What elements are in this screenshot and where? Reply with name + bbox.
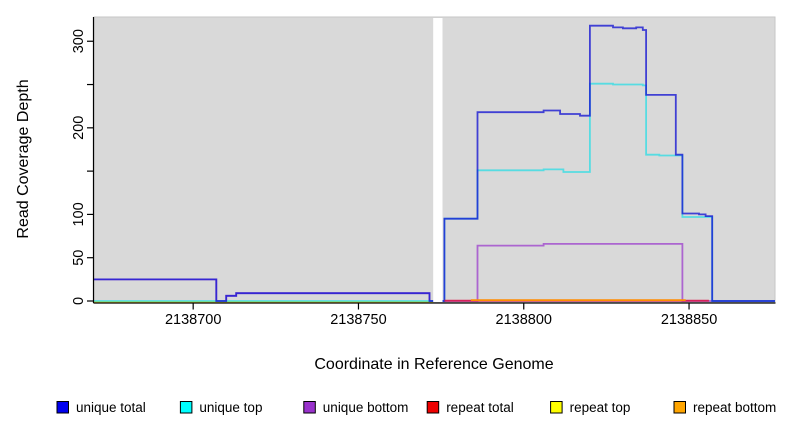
axes-layer <box>92 17 776 304</box>
y-tick-label: 50 <box>71 250 87 266</box>
y-tick-label: 100 <box>71 202 87 226</box>
y-tick-label: 200 <box>71 116 87 140</box>
legend-swatch-unique-total <box>56 401 69 414</box>
legend-label: unique top <box>199 400 262 415</box>
no-data-gap-band <box>433 18 443 302</box>
y-axis-title: Read Coverage Depth <box>15 79 32 238</box>
y-tick-label: 300 <box>71 29 87 53</box>
series-path-unique-total <box>94 24 775 302</box>
legend-label: repeat total <box>446 400 514 415</box>
legend-swatch-repeat-top <box>550 401 563 414</box>
legend-label: unique total <box>76 400 146 415</box>
legend-swatch-repeat-total <box>426 401 440 414</box>
x-tick-label: 2138700 <box>165 312 221 328</box>
legend-label: unique bottom <box>323 400 409 415</box>
legend-swatch-unique-top <box>179 401 193 414</box>
legend-swatch-repeat-bottom <box>673 401 686 414</box>
x-tick-label: 2138850 <box>661 312 717 328</box>
x-axis-title: Coordinate in Reference Genome <box>314 356 553 373</box>
ticks-layer: 2138700 2138750 2138800 2138850 0 50 100 200 300 <box>71 29 717 328</box>
series-layer <box>94 24 775 303</box>
legend: unique total unique top unique bottom repea… <box>56 400 776 415</box>
legend-label: repeat bottom <box>693 400 776 415</box>
x-tick-label: 2138800 <box>496 312 552 328</box>
legend-swatch-unique-bottom <box>303 401 316 414</box>
x-tick-label: 2138750 <box>330 312 386 328</box>
y-tick-label: 0 <box>71 297 87 305</box>
legend-label: repeat top <box>570 400 631 415</box>
